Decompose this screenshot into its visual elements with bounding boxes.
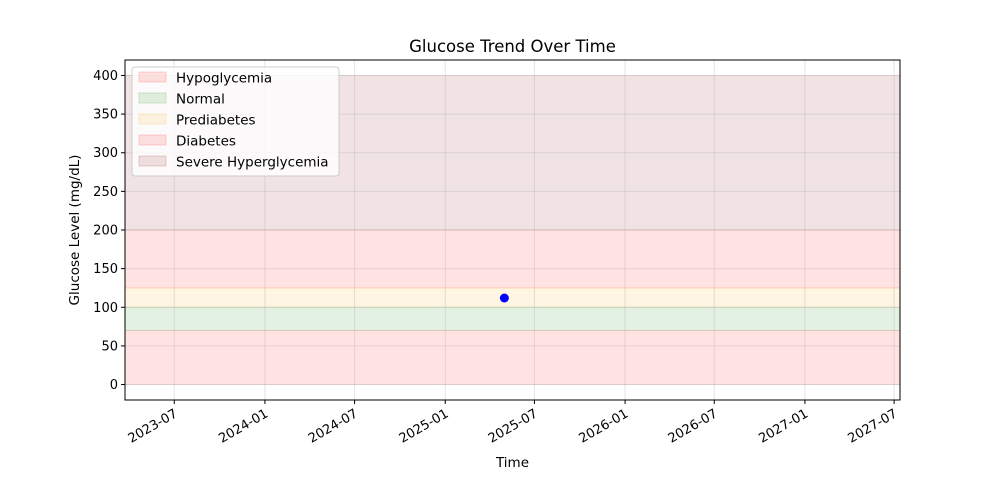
legend-swatch-normal: [138, 92, 167, 104]
band-prediabetes: [124, 287, 901, 308]
y-tick-label: 150: [93, 262, 118, 277]
x-axis-label: Time: [495, 455, 529, 471]
legend-label-hypoglycemia: Hypoglycemia: [176, 71, 272, 87]
chart-title: Glucose Trend Over Time: [409, 37, 616, 56]
band-normal: [124, 306, 901, 331]
y-tick-label: 0: [110, 378, 118, 393]
legend-label-severe-hyperglycemia: Severe Hyperglycemia: [176, 155, 329, 171]
legend-swatch-hypoglycemia: [138, 71, 167, 83]
legend-box: [131, 66, 340, 177]
y-tick-label: 100: [93, 301, 118, 316]
y-tick-label: 400: [93, 69, 118, 84]
legend-swatch-prediabetes: [138, 113, 167, 125]
y-tick-label: 200: [93, 224, 118, 239]
y-tick-label: 250: [93, 185, 118, 200]
y-tick-label: 350: [93, 108, 118, 123]
y-axis-label: Glucose Level (mg/dL): [67, 155, 83, 306]
band-hypoglycemia: [124, 329, 901, 386]
legend-label-normal: Normal: [176, 92, 225, 108]
legend-swatch-diabetes: [138, 134, 167, 146]
grid: [125, 60, 900, 400]
legend-label-diabetes: Diabetes: [176, 134, 236, 150]
legend-swatch-severe-hyperglycemia: [138, 155, 167, 167]
data-point: [499, 293, 509, 303]
y-axis-ticks: 0 50 100 150 200 250 300 350 400: [93, 69, 125, 393]
legend: Hypoglycemia Normal Prediabetes Diabetes Sev…: [131, 66, 340, 177]
band-diabetes: [124, 229, 901, 289]
y-tick-label: 300: [93, 146, 118, 161]
y-tick-label: 50: [101, 339, 118, 354]
data-points: [499, 293, 509, 303]
legend-label-prediabetes: Prediabetes: [176, 113, 256, 129]
